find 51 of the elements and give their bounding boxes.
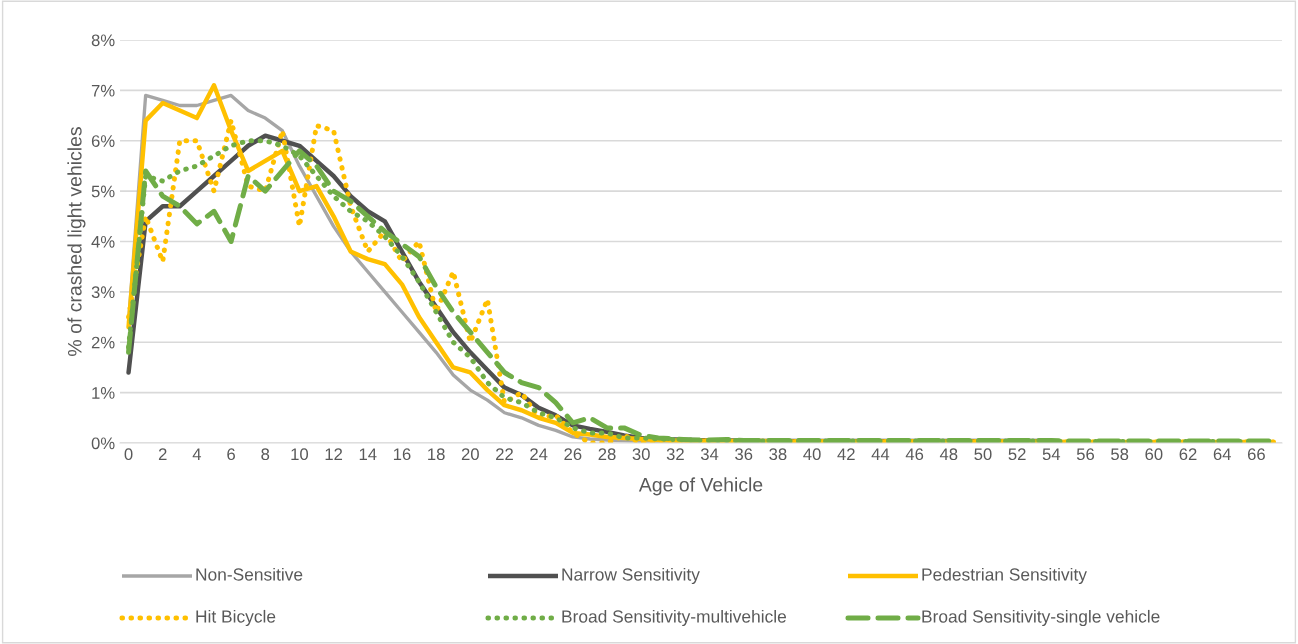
x-tick-label: 22 [496, 448, 513, 460]
y-tick-label: 6% [91, 135, 115, 147]
y-axis-title: % of crashed light vehicles [67, 127, 86, 356]
legend-label: Hit Bicycle [196, 609, 276, 627]
legend-label: Broad Sensitivity-single vehicle [922, 609, 1160, 627]
x-tick-label: 58 [1111, 448, 1129, 461]
x-tick-label: 8 [261, 448, 270, 461]
x-tick-label: 66 [1247, 448, 1265, 461]
x-tick-label: 56 [1076, 448, 1095, 461]
x-tick-label: 52 [1008, 448, 1026, 461]
x-tick-label: 18 [428, 448, 445, 461]
y-tick-label: 7% [91, 84, 115, 97]
x-axis-title: Age of Vehicle [638, 477, 763, 496]
x-tick-label: 14 [359, 448, 377, 460]
x-tick-label: 44 [871, 448, 890, 460]
x-tick-label: 48 [939, 448, 958, 461]
x-tick-label: 32 [666, 448, 684, 461]
legend-label: Narrow Sensitivity [562, 567, 700, 585]
x-tick-label: 6 [227, 448, 235, 461]
x-tick-label: 50 [974, 448, 992, 461]
y-tick-label: 1% [92, 387, 115, 399]
y-tick-label: 4% [91, 235, 115, 248]
legend-label: Broad Sensitivity-multivehicle [562, 609, 787, 627]
y-tick-label: 2% [91, 336, 115, 349]
x-tick-label: 60 [1145, 448, 1163, 461]
x-tick-label: 40 [803, 448, 821, 461]
x-tick-label: 4 [192, 448, 202, 460]
x-tick-label: 20 [461, 448, 479, 461]
x-tick-label: 62 [1179, 448, 1197, 461]
x-tick-label: 34 [700, 448, 719, 461]
x-tick-label: 54 [1042, 448, 1061, 461]
x-tick-label: 38 [769, 448, 787, 461]
y-tick-label: 8% [91, 34, 115, 47]
x-tick-label: 36 [735, 448, 753, 461]
x-tick-label: 0 [124, 448, 133, 461]
x-tick-label: 24 [530, 448, 548, 460]
x-tick-label: 42 [837, 448, 855, 460]
x-tick-label: 16 [393, 448, 411, 461]
legend-label: Pedestrian Sensitivity [922, 567, 1087, 585]
legend-label: Non-Sensitive [196, 567, 303, 581]
y-tick-label: 0% [91, 437, 115, 450]
y-tick-label: 5% [91, 185, 115, 198]
x-tick-label: 64 [1213, 448, 1231, 461]
x-tick-label: 30 [632, 448, 650, 461]
x-tick-label: 28 [598, 448, 616, 461]
x-tick-label: 10 [291, 448, 309, 461]
x-tick-label: 2 [158, 448, 167, 460]
x-tick-label: 26 [564, 448, 582, 461]
y-tick-label: 3% [91, 286, 115, 299]
x-tick-label: 12 [325, 448, 343, 460]
x-tick-label: 46 [905, 448, 924, 461]
